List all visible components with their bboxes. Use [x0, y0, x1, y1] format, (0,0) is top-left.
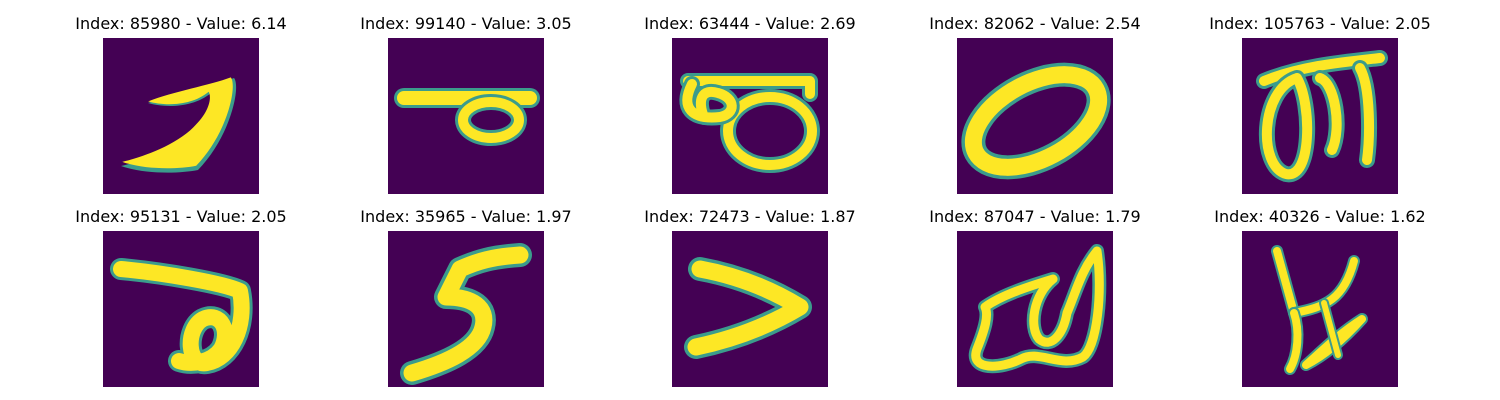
panel-title: Index: 95131 - Value: 2.05: [75, 207, 287, 226]
digit-image: [672, 231, 828, 387]
panel-title: Index: 85980 - Value: 6.14: [75, 14, 287, 33]
panel-title: Index: 35965 - Value: 1.97: [360, 207, 572, 226]
digit-image: [103, 38, 259, 194]
glyph-strokes: [684, 257, 812, 359]
glyph-strokes: [400, 243, 532, 385]
glyph-strokes: [968, 244, 1107, 374]
panel-title: Index: 99140 - Value: 3.05: [360, 14, 572, 33]
digit-image: [1242, 38, 1398, 194]
glyph-strokes: [1256, 50, 1388, 183]
panel-title: Index: 82062 - Value: 2.54: [929, 14, 1141, 33]
panel-title: Index: 105763 - Value: 2.05: [1209, 14, 1431, 33]
glyph-fill: [122, 77, 233, 169]
panel-title: Index: 87047 - Value: 1.79: [929, 207, 1141, 226]
panel-title: Index: 63444 - Value: 2.69: [644, 14, 856, 33]
digit-image: [388, 38, 544, 194]
glyph-strokes: [679, 73, 820, 173]
panel-title: Index: 72473 - Value: 1.87: [644, 207, 856, 226]
digit-image: [388, 231, 544, 387]
panel-title: Index: 40326 - Value: 1.62: [1214, 207, 1426, 226]
digit-image: [672, 38, 828, 194]
digit-image: [957, 38, 1113, 194]
glyph-strokes: [961, 62, 1111, 180]
digit-image: [957, 231, 1113, 387]
digit-image: [103, 231, 259, 387]
glyph-strokes: [110, 258, 253, 375]
digit-image: [1242, 231, 1398, 387]
glyph-strokes: [394, 88, 540, 146]
glyph-strokes: [1271, 245, 1368, 375]
